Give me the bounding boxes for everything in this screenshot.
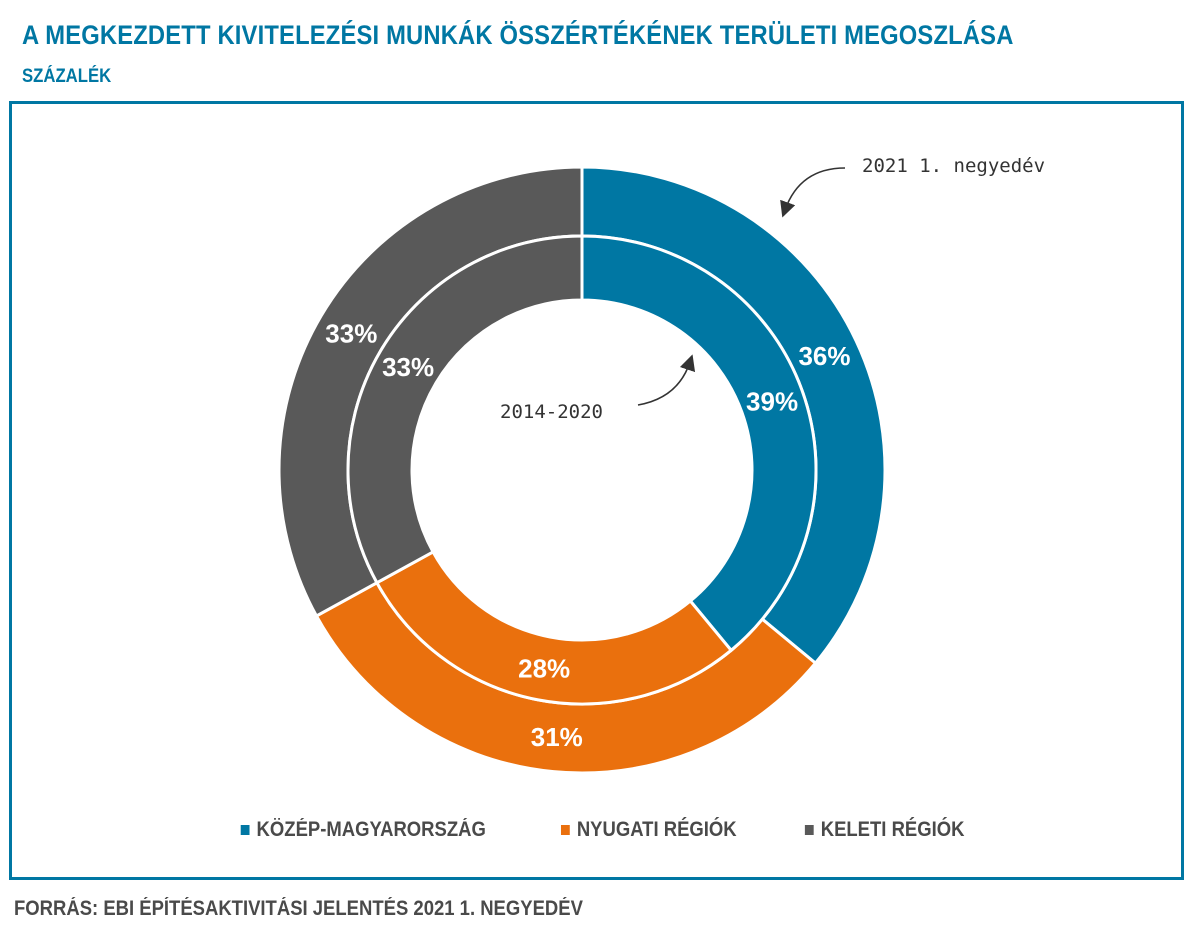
annotation-arrow-outer (780, 167, 846, 218)
outer-label-kozep: 36% (798, 341, 850, 371)
inner-slice-nyugati (374, 549, 734, 706)
legend: KÖZÉP-MAGYARORSZÁG NYUGATI RÉGIÓK KELETI… (0, 818, 1200, 842)
inner-slice-keleti (346, 234, 584, 585)
legend-label-keleti: KELETI RÉGIÓK (821, 818, 965, 841)
outer-label-nyugati: 31% (531, 722, 583, 752)
annotation-arrow-inner (637, 354, 696, 406)
outer-ring (277, 165, 887, 775)
legend-label-nyugati: NYUGATI RÉGIÓK (576, 818, 737, 841)
chart-subtitle: SZÁZALÉK (22, 66, 112, 87)
legend-item-nyugati: NYUGATI RÉGIÓK (560, 818, 737, 842)
legend-label-kozep: KÖZÉP-MAGYARORSZÁG (256, 818, 487, 841)
legend-swatch-keleti (805, 825, 815, 835)
inner-label-nyugati: 28% (518, 653, 570, 683)
legend-swatch-nyugati (560, 825, 570, 835)
annotation-inner-ring: 2014-2020 (500, 401, 603, 423)
legend-item-kozep: KÖZÉP-MAGYARORSZÁG (240, 818, 487, 842)
inner-label-kozep: 39% (746, 387, 798, 417)
chart-frame (9, 101, 1184, 880)
inner-label-keleti: 33% (382, 352, 434, 382)
legend-item-keleti: KELETI RÉGIÓK (805, 818, 965, 842)
legend-swatch-kozep (240, 825, 250, 835)
source-note: FORRÁS: EBI ÉPÍTÉSAKTIVITÁSI JELENTÉS 20… (14, 897, 583, 920)
inner-slice-kozep (580, 234, 818, 653)
chart-title: A MEGKEZDETT KIVITELEZÉSI MUNKÁK ÖSSZÉRT… (22, 20, 1014, 50)
outer-label-keleti: 33% (325, 319, 377, 349)
annotation-outer-ring: 2021 1. negyedév (862, 155, 1045, 177)
inner-ring (346, 234, 818, 706)
data-labels: 36% 31% 33% 39% 28% 33% (325, 319, 850, 752)
